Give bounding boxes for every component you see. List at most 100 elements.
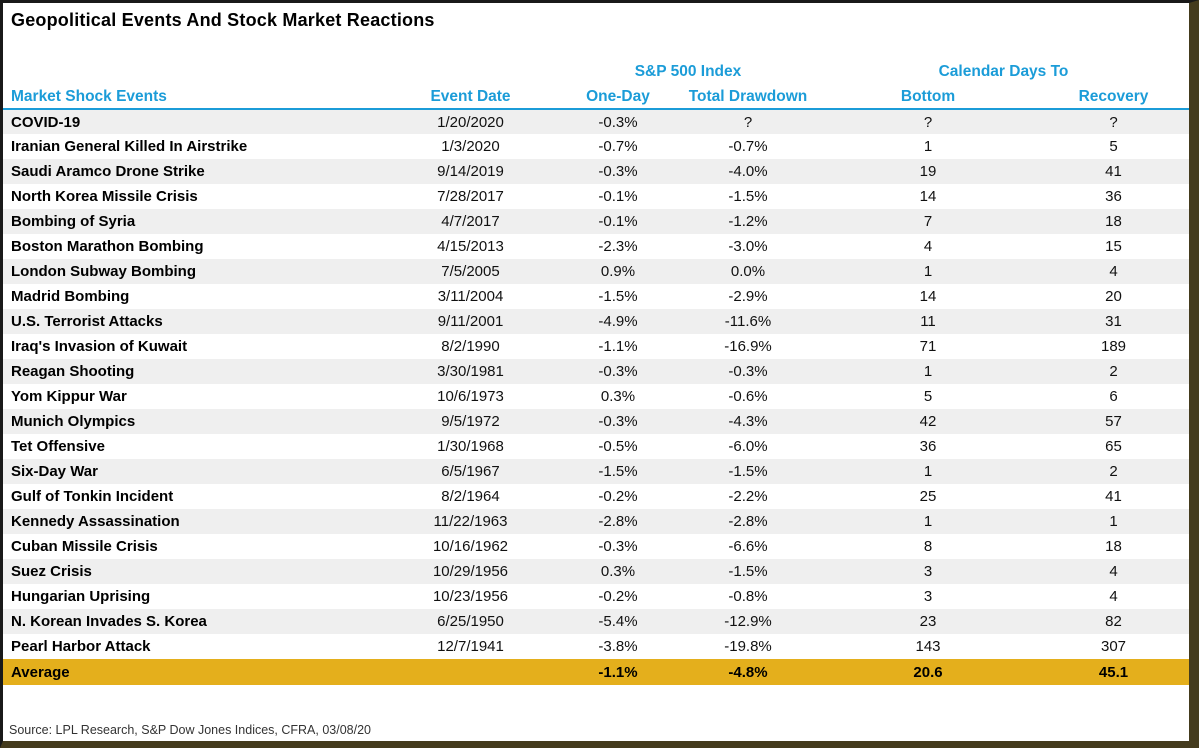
recovery-cell: 15 bbox=[1105, 238, 1122, 255]
table-row: Munich Olympics 9/5/1972 -0.3% -4.3% 42 57 bbox=[3, 409, 1190, 434]
recovery-cell: 20 bbox=[1105, 288, 1122, 305]
table-row: Tet Offensive 1/30/1968 -0.5% -6.0% 36 65 bbox=[3, 434, 1189, 459]
recovery-cell: 4 bbox=[1109, 588, 1118, 605]
event-name-cell: Pearl Harbor Attack bbox=[11, 638, 151, 655]
total-drawdown-cell: -1.5% bbox=[728, 188, 768, 205]
table-row: Saudi Aramco Drone Strike 9/14/2019 -0.3% -… bbox=[3, 159, 1190, 184]
bottom-cell: ? bbox=[923, 113, 933, 131]
event-date-cell: 3/30/1981 bbox=[437, 363, 504, 380]
event-name-cell: London Subway Bombing bbox=[11, 263, 196, 280]
group-header-sp500-index: S&P 500 Index bbox=[634, 62, 742, 80]
table-row: Pearl Harbor Attack 12/7/1941 -3.8% -19.8% 1… bbox=[3, 634, 1189, 659]
average-total-drawdown-cell: -4.8% bbox=[678, 659, 818, 685]
average-label-cell: Average bbox=[3, 659, 383, 685]
col-header-recovery: Recovery bbox=[1038, 85, 1190, 110]
table-row: Madrid Bombing 3/11/2004 -1.5% -2.9% 14 20 bbox=[3, 284, 1189, 309]
event-name-cell: Cuban Missile Crisis bbox=[11, 538, 158, 555]
total-drawdown-cell: ? bbox=[743, 113, 753, 131]
event-name-cell: Hungarian Uprising bbox=[11, 588, 151, 605]
recovery-cell: ? bbox=[1109, 113, 1118, 131]
recovery-cell: 5 bbox=[1109, 138, 1118, 155]
group-header-spacer bbox=[3, 58, 558, 85]
event-name-cell: Tet Offensive bbox=[11, 438, 105, 455]
total-drawdown-cell: -0.6% bbox=[728, 388, 768, 405]
event-name-cell: Bombing of Syria bbox=[11, 213, 136, 230]
one-day-cell: -1.5% bbox=[598, 288, 638, 305]
total-drawdown-cell: 0.0% bbox=[730, 263, 766, 280]
total-drawdown-cell: -0.8% bbox=[728, 588, 768, 605]
bottom-cell: 42 bbox=[919, 413, 937, 430]
one-day-cell: 0.3% bbox=[600, 388, 636, 405]
table-row: U.S. Terrorist Attacks 9/11/2001 -4.9% -11.… bbox=[3, 309, 1190, 334]
table-row: London Subway Bombing 7/5/2005 0.9% 0.0% 1 4 bbox=[3, 259, 1190, 284]
total-drawdown-cell: -16.9% bbox=[724, 338, 772, 355]
total-drawdown-cell: -2.8% bbox=[728, 513, 768, 530]
table-row: Gulf of Tonkin Incident 8/2/1964 -0.2% -2.2… bbox=[3, 484, 1189, 509]
bottom-cell: 3 bbox=[923, 563, 933, 580]
recovery-cell: 4 bbox=[1109, 563, 1118, 580]
one-day-cell: 0.3% bbox=[600, 563, 636, 580]
event-name-cell: Kennedy Assassination bbox=[11, 513, 180, 530]
one-day-cell: -0.3% bbox=[598, 163, 638, 180]
recovery-cell: 18 bbox=[1105, 213, 1122, 230]
event-date-cell: 1/20/2020 bbox=[437, 113, 504, 131]
recovery-cell: 6 bbox=[1109, 388, 1118, 405]
average-one-day-cell: -1.1% bbox=[558, 659, 678, 685]
event-date-cell: 8/2/1964 bbox=[441, 488, 500, 505]
bottom-cell: 25 bbox=[919, 488, 937, 505]
bottom-cell: 7 bbox=[923, 213, 933, 230]
table-row: Suez Crisis 10/29/1956 0.3% -1.5% 3 4 bbox=[3, 559, 1190, 584]
one-day-cell: -0.3% bbox=[598, 363, 638, 380]
bottom-cell: 143 bbox=[915, 638, 941, 655]
recovery-cell: 2 bbox=[1109, 463, 1118, 480]
bottom-cell: 4 bbox=[923, 238, 933, 255]
one-day-cell: -1.1% bbox=[598, 338, 638, 355]
chart-title: Geopolitical Events And Stock Market Rea… bbox=[11, 10, 435, 30]
event-date-cell: 9/11/2001 bbox=[437, 313, 504, 330]
event-name-cell: U.S. Terrorist Attacks bbox=[11, 313, 163, 330]
table-row: Boston Marathon Bombing 4/15/2013 -2.3% -3.… bbox=[3, 234, 1189, 259]
col-header-one-day: One-Day bbox=[558, 85, 678, 110]
event-name-cell: Boston Marathon Bombing bbox=[11, 238, 204, 255]
bottom-cell: 36 bbox=[919, 438, 937, 455]
bottom-cell: 11 bbox=[920, 313, 936, 330]
table-row: Cuban Missile Crisis 10/16/1962 -0.3% -6.6%… bbox=[3, 534, 1189, 559]
source-note: Source: LPL Research, S&P Dow Jones Indi… bbox=[9, 723, 371, 737]
one-day-cell: -1.5% bbox=[598, 463, 638, 480]
bottom-cell: 14 bbox=[919, 288, 937, 305]
event-name-cell: Six-Day War bbox=[11, 463, 98, 480]
one-day-cell: -2.8% bbox=[598, 513, 638, 530]
bottom-cell: 1 bbox=[923, 263, 933, 280]
footer: Source: LPL Research, S&P Dow Jones Indi… bbox=[3, 723, 1189, 741]
group-header-calendar-days-to: Calendar Days To bbox=[938, 62, 1069, 80]
event-date-cell: 7/5/2005 bbox=[441, 263, 500, 280]
table-row: Iraq's Invasion of Kuwait 8/2/1990 -1.1% -1… bbox=[3, 334, 1189, 359]
recovery-cell: 18 bbox=[1105, 538, 1122, 555]
one-day-cell: -4.9% bbox=[598, 313, 638, 330]
event-name-cell: North Korea Missile Crisis bbox=[11, 188, 198, 205]
table-row: Bombing of Syria 4/7/2017 -0.1% -1.2% 7 18 bbox=[3, 209, 1190, 234]
bottom-cell: 1 bbox=[923, 363, 933, 380]
bottom-cell: 5 bbox=[923, 388, 933, 405]
bottom-cell: 23 bbox=[919, 613, 937, 630]
event-name-cell: Madrid Bombing bbox=[11, 288, 130, 305]
total-drawdown-cell: -1.5% bbox=[728, 463, 768, 480]
event-date-cell: 6/5/1967 bbox=[441, 463, 500, 480]
event-name-cell: N. Korean Invades S. Korea bbox=[11, 613, 207, 630]
event-date-cell: 12/7/1941 bbox=[437, 638, 504, 655]
total-drawdown-cell: -4.3% bbox=[728, 413, 768, 430]
event-date-cell: 6/25/1950 bbox=[437, 613, 504, 630]
bottom-cell: 1 bbox=[923, 138, 933, 155]
event-date-cell: 9/14/2019 bbox=[437, 163, 504, 180]
recovery-cell: 1 bbox=[1109, 513, 1118, 530]
recovery-cell: 2 bbox=[1109, 363, 1118, 380]
bottom-cell: 71 bbox=[919, 338, 937, 355]
column-header-row: Market Shock Events Event Date One-Day T… bbox=[3, 85, 1190, 110]
one-day-cell: -0.5% bbox=[598, 438, 638, 455]
recovery-cell: 41 bbox=[1105, 163, 1122, 180]
table-row: North Korea Missile Crisis 7/28/2017 -0.1%… bbox=[3, 184, 1189, 209]
one-day-cell: -0.1% bbox=[598, 213, 638, 230]
bottom-cell: 19 bbox=[919, 163, 937, 180]
table-row: Reagan Shooting 3/30/1981 -0.3% -0.3% 1 2 bbox=[3, 359, 1190, 384]
table-row: COVID-19 1/20/2020 -0.3%??? bbox=[3, 109, 1190, 134]
